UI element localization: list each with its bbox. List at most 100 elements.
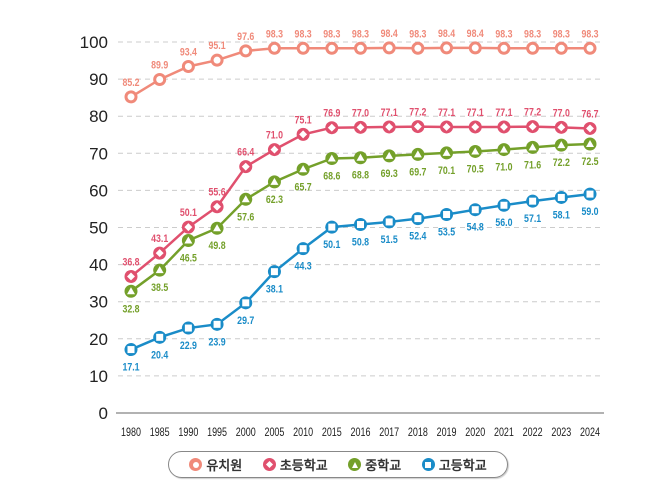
data-point-marker: [156, 75, 164, 83]
data-label: 68.6: [323, 171, 341, 183]
data-label: 36.8: [122, 257, 140, 269]
x-tick-label: 2016: [351, 427, 371, 439]
y-tick-label: 80: [89, 107, 108, 126]
data-point-marker: [270, 44, 278, 52]
data-label: 55.6: [209, 187, 227, 199]
data-point-marker: [443, 211, 451, 219]
data-label: 89.9: [151, 60, 169, 72]
data-label: 53.5: [438, 227, 456, 239]
data-label: 38.5: [151, 282, 169, 294]
data-label: 59.0: [581, 206, 599, 218]
data-point-marker: [557, 193, 565, 201]
data-point-marker: [500, 201, 508, 209]
data-point-marker: [184, 236, 193, 244]
data-label: 44.3: [295, 261, 313, 273]
data-label: 17.1: [122, 362, 140, 374]
data-point-marker: [557, 44, 565, 52]
data-label: 43.1: [151, 233, 169, 245]
data-point-marker: [241, 195, 250, 203]
x-tick-label: 2018: [408, 427, 428, 439]
data-label: 97.6: [237, 31, 255, 43]
x-tick-label: 2010: [293, 427, 313, 439]
series-line: [130, 46, 590, 98]
data-point-marker: [500, 44, 508, 52]
data-label: 65.7: [295, 181, 313, 193]
data-point-marker: [557, 141, 566, 149]
data-point-marker: [213, 56, 221, 64]
legend-label: 중학교: [365, 458, 402, 473]
y-tick-label: 60: [89, 181, 108, 200]
data-point-marker: [471, 206, 479, 214]
y-tick-label: 90: [89, 70, 108, 89]
data-point-marker: [529, 44, 537, 52]
data-label: 98.3: [553, 28, 571, 40]
data-label: 77.1: [381, 107, 399, 119]
data-label: 98.3: [352, 28, 370, 40]
data-label: 46.5: [180, 253, 198, 265]
data-label: 77.2: [524, 107, 542, 119]
data-label: 50.1: [323, 239, 341, 251]
x-tick-label: 2005: [264, 427, 284, 439]
data-label: 71.0: [495, 162, 513, 174]
data-point-marker: [155, 266, 164, 274]
data-point-marker: [241, 162, 250, 171]
data-point-marker: [471, 44, 479, 52]
data-label: 98.4: [438, 28, 456, 40]
legend-label: 초등학교: [279, 458, 328, 473]
data-point-marker: [529, 197, 537, 205]
data-label: 98.3: [295, 28, 313, 40]
data-label: 95.1: [209, 40, 227, 52]
y-tick-label: 100: [80, 33, 108, 52]
x-tick-label: 1990: [178, 427, 198, 439]
legend-label: 유치원: [206, 458, 243, 473]
legend-item-middle: 중학교: [348, 455, 401, 474]
data-label: 50.1: [180, 207, 198, 219]
legend-item-kindergarten: 유치원: [189, 455, 242, 474]
data-label: 98.4: [381, 28, 399, 40]
data-point-marker: [127, 346, 135, 354]
data-label: 54.8: [467, 222, 485, 234]
data-label: 51.5: [381, 234, 399, 246]
data-point-marker: [385, 151, 394, 159]
data-point-marker: [213, 320, 221, 328]
data-point-marker: [299, 44, 307, 52]
x-tick-label: 2019: [437, 427, 457, 439]
y-tick-label: 70: [89, 144, 108, 163]
data-label: 69.3: [381, 168, 399, 180]
data-point-marker: [443, 44, 451, 52]
x-tick-label: 2017: [379, 427, 399, 439]
square-marker-icon: [421, 458, 435, 471]
data-label: 77.2: [409, 107, 427, 119]
data-point-marker: [357, 44, 364, 52]
data-point-marker: [586, 44, 594, 52]
y-tick-label: 30: [89, 293, 108, 312]
data-label: 98.3: [409, 28, 427, 40]
data-label: 72.5: [581, 156, 599, 168]
triangle-marker-icon: [348, 458, 362, 471]
data-label: 52.4: [409, 231, 427, 243]
data-label: 32.8: [122, 303, 140, 315]
data-label: 20.4: [151, 349, 169, 361]
data-point-marker: [414, 215, 422, 223]
data-label: 76.7: [581, 109, 599, 121]
data-label: 76.9: [323, 108, 341, 120]
y-tick-label: 0: [99, 404, 108, 423]
data-label: 38.1: [266, 284, 284, 296]
data-label: 70.5: [467, 164, 485, 176]
data-point-marker: [299, 165, 308, 173]
data-point-marker: [299, 245, 307, 253]
data-point-marker: [242, 47, 250, 55]
data-point-marker: [471, 147, 480, 155]
data-point-marker: [184, 324, 192, 332]
data-point-marker: [155, 249, 164, 258]
y-tick-label: 40: [89, 256, 108, 275]
data-point-marker: [327, 154, 336, 162]
legend-item-high: 고등학교: [421, 455, 487, 474]
data-label: 75.1: [295, 115, 313, 127]
data-label: 71.6: [524, 160, 542, 172]
x-tick-label: 2015: [322, 427, 342, 439]
x-tick-label: 2022: [523, 427, 543, 439]
x-tick-label: 2023: [551, 427, 571, 439]
data-point-marker: [385, 218, 393, 226]
